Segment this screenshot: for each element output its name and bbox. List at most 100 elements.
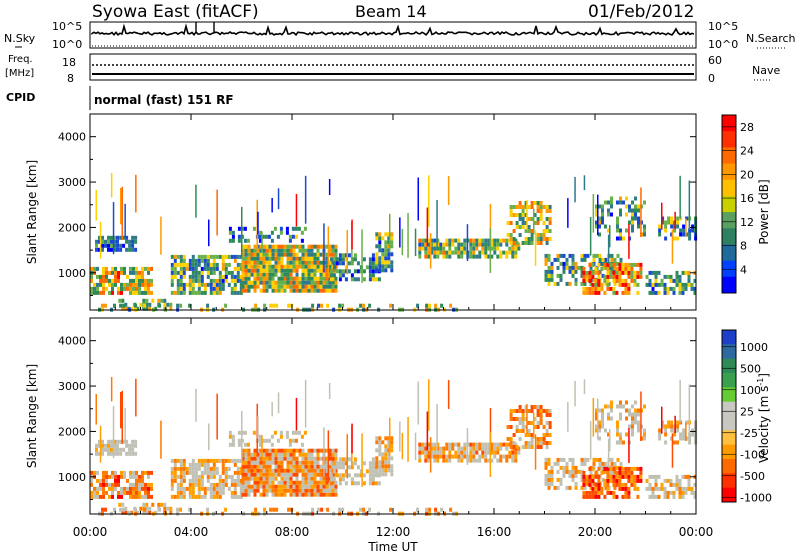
data-cell [292, 460, 296, 465]
data-cell [601, 420, 604, 425]
data-streak [679, 175, 681, 219]
data-cell [390, 268, 394, 273]
data-cell [508, 450, 512, 455]
data-cell [509, 241, 513, 245]
data-cell [311, 507, 315, 512]
data-cell [301, 284, 305, 289]
data-streak [583, 379, 586, 395]
data-cell [648, 494, 652, 499]
data-cell [387, 236, 391, 241]
data-cell [530, 241, 534, 245]
data-cell [295, 476, 299, 481]
data-cell [298, 284, 302, 289]
data-cell [176, 507, 180, 512]
data-cell [621, 266, 625, 271]
data-cell [277, 492, 281, 497]
data-cell [365, 265, 369, 270]
data-cell [390, 456, 394, 461]
data-cell [283, 284, 287, 289]
data-cell [378, 268, 382, 273]
data-cell [271, 472, 275, 477]
data-cell [610, 461, 614, 466]
data-cell [271, 488, 275, 493]
data-cell [582, 278, 586, 283]
data-cell [521, 213, 525, 217]
x-tick-label: 20:00 [578, 525, 613, 539]
data-cell [663, 274, 667, 279]
data-cell [289, 244, 293, 249]
data-cell [108, 282, 111, 287]
data-cell [679, 232, 683, 237]
data-cell [259, 452, 263, 457]
data-cell [231, 238, 235, 243]
data-cell [583, 457, 587, 462]
data-cell [508, 246, 512, 251]
data-cell [604, 224, 607, 229]
data-cell [544, 277, 548, 282]
data-cell [93, 486, 96, 491]
data-cell [200, 282, 204, 287]
data-cell [545, 441, 549, 445]
data-cell [387, 468, 391, 473]
data-cell [256, 472, 260, 477]
data-cell [244, 280, 248, 285]
data-cell [384, 448, 388, 453]
data-cell [448, 450, 452, 455]
data-cell [121, 502, 125, 507]
data-cell [636, 466, 640, 471]
data-cell [215, 486, 219, 491]
data-cell [547, 273, 551, 278]
data-cell [289, 248, 293, 253]
data-cell [678, 490, 682, 495]
data-cell [295, 284, 299, 289]
data-cell [197, 458, 201, 463]
data-cell [194, 274, 198, 279]
data-cell [521, 429, 525, 433]
data-cell [518, 409, 522, 413]
data-cell [120, 282, 123, 287]
data-cell [241, 272, 245, 277]
data-cell [275, 303, 279, 308]
y-tick-label: 2000 [58, 425, 86, 438]
data-cell [212, 254, 216, 259]
data-cell [356, 465, 360, 470]
data-cell [418, 442, 422, 447]
data-streak [124, 407, 126, 442]
data-cell [454, 442, 458, 447]
data-cell [322, 480, 326, 485]
data-cell [182, 258, 186, 263]
data-cell [544, 473, 548, 478]
data-cell [637, 216, 640, 221]
data-cell [439, 454, 443, 459]
data-streak [597, 398, 599, 440]
data-cell [101, 451, 104, 456]
data-cell [289, 252, 293, 257]
data-cell [292, 492, 296, 497]
data-cell [496, 254, 500, 259]
data-cell [603, 478, 607, 483]
data-cell [601, 461, 605, 466]
data-cell [241, 252, 245, 257]
data-cell [132, 266, 135, 271]
data-cell [618, 466, 622, 471]
data-cell [135, 474, 138, 479]
data-cell [378, 464, 382, 469]
data-cell [203, 470, 207, 475]
data-cell [565, 469, 569, 474]
data-cell [147, 286, 150, 291]
data-cell [616, 465, 620, 470]
data-cell [233, 458, 237, 463]
data-cell [591, 262, 595, 267]
data-cell [658, 436, 662, 441]
data-cell [350, 273, 354, 278]
data-cell [277, 248, 281, 253]
data-cell [672, 494, 676, 499]
data-cell [259, 280, 263, 285]
data-cell [424, 446, 428, 451]
data-cell [176, 474, 180, 479]
data-cell [147, 482, 150, 487]
data-cell [206, 258, 210, 263]
data-cell [90, 494, 93, 499]
data-cell [173, 494, 177, 499]
data-cell [630, 270, 634, 275]
